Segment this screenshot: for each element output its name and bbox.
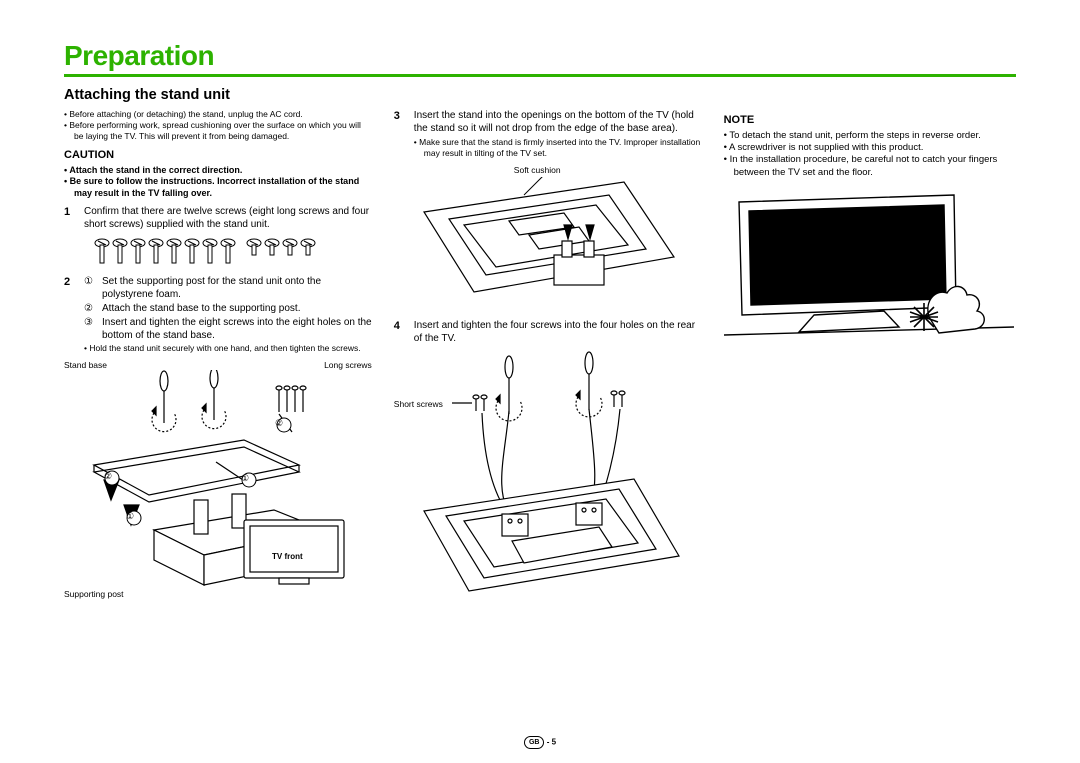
label-tv-front: TV front xyxy=(272,552,303,562)
intro-bullets: Before attaching (or detaching) the stan… xyxy=(64,109,372,142)
substep-mark: ② xyxy=(84,302,96,315)
tighten-icon xyxy=(394,351,694,601)
insert-stand-figure: Soft cushion xyxy=(414,165,702,315)
bullet-item: Before performing work, spread cushionin… xyxy=(74,120,372,142)
note-heading: NOTE xyxy=(724,113,1016,127)
step-2: 2 ①Set the supporting post for the stand… xyxy=(64,275,372,354)
step-body: ①Set the supporting post for the stand u… xyxy=(84,275,372,354)
step-number: 3 xyxy=(394,109,406,159)
steps-list: 1 Confirm that there are twelve screws (… xyxy=(64,205,372,231)
callout-1b: ① xyxy=(126,511,134,523)
page-footer: GB - 5 xyxy=(0,736,1080,749)
callout-2a: ② xyxy=(275,418,283,430)
steps-list-3: 3 Insert the stand into the openings on … xyxy=(394,109,702,159)
content-columns: Before attaching (or detaching) the stan… xyxy=(64,109,1016,605)
caution-bullets: Attach the stand in the correct directio… xyxy=(64,165,372,200)
step-text: Insert the stand into the openings on th… xyxy=(414,110,694,134)
caution-heading: CAUTION xyxy=(64,148,372,162)
callout-2b: ② xyxy=(104,471,112,483)
heading-rule xyxy=(64,74,1016,77)
steps-list-4: 4 Insert and tighten the four screws int… xyxy=(394,319,702,345)
page-title: Preparation xyxy=(64,40,1016,72)
note-item: Make sure that the stand is firmly inser… xyxy=(424,137,702,159)
step-number: 4 xyxy=(394,319,406,345)
step-number: 1 xyxy=(64,205,76,231)
step-note: Make sure that the stand is firmly inser… xyxy=(414,137,702,159)
step-1: 1 Confirm that there are twelve screws (… xyxy=(64,205,372,231)
column-1: Before attaching (or detaching) the stan… xyxy=(64,109,372,605)
step-text: Confirm that there are twelve screws (ei… xyxy=(84,205,372,231)
label-soft-cushion: Soft cushion xyxy=(514,165,561,176)
callout-1a: ① xyxy=(241,473,249,485)
bullet-item: In the installation procedure, be carefu… xyxy=(734,154,1016,178)
fingers-caution-icon xyxy=(724,187,1014,347)
bullet-item: Before attaching (or detaching) the stan… xyxy=(74,109,372,120)
step-number: 2 xyxy=(64,275,76,354)
region-badge: GB xyxy=(524,736,545,749)
step-text: Insert and tighten the four screws into … xyxy=(414,319,702,345)
substep-mark: ③ xyxy=(84,316,96,342)
note-bullets: To detach the stand unit, perform the st… xyxy=(724,130,1016,179)
note-item: Hold the stand unit securely with one ha… xyxy=(94,343,372,354)
screws-icon xyxy=(92,237,352,271)
step-3: 3 Insert the stand into the openings on … xyxy=(394,109,702,159)
step-4: 4 Insert and tighten the four screws int… xyxy=(394,319,702,345)
bullet-item: Attach the stand in the correct directio… xyxy=(74,165,372,177)
footer-sep: - xyxy=(544,738,551,747)
column-3: NOTE To detach the stand unit, perform t… xyxy=(724,109,1016,605)
sub-steps: ①Set the supporting post for the stand u… xyxy=(84,275,372,342)
tighten-screws-figure: Short screws xyxy=(394,351,702,601)
substep-text: Set the supporting post for the stand un… xyxy=(102,275,372,301)
steps-list-2: 2 ①Set the supporting post for the stand… xyxy=(64,275,372,354)
screws-figure xyxy=(92,237,372,271)
step-body: Insert the stand into the openings on th… xyxy=(414,109,702,159)
stand-assembly-figure: Stand base Long screws Supporting post xyxy=(64,360,372,600)
substep-mark: ① xyxy=(84,275,96,301)
column-2: 3 Insert the stand into the openings on … xyxy=(394,109,702,605)
substep-text: Attach the stand base to the supporting … xyxy=(102,302,300,315)
step-note: Hold the stand unit securely with one ha… xyxy=(84,343,372,354)
caution-fingers-figure xyxy=(724,187,1016,347)
section-heading: Attaching the stand unit xyxy=(64,87,1016,103)
page-number: 5 xyxy=(552,738,556,747)
bullet-item: To detach the stand unit, perform the st… xyxy=(734,130,1016,142)
substep-text: Insert and tighten the eight screws into… xyxy=(102,316,372,342)
insert-stand-icon xyxy=(414,177,684,317)
assembly-icon xyxy=(64,370,364,598)
bullet-item: Be sure to follow the instructions. Inco… xyxy=(74,176,372,199)
bullet-item: A screwdriver is not supplied with this … xyxy=(734,142,1016,154)
